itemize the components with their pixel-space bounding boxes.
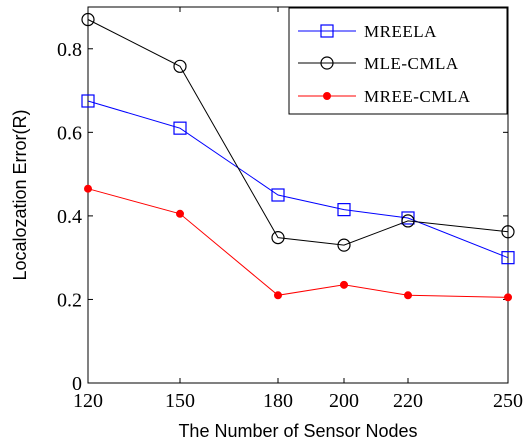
x-axis-label: The Number of Sensor Nodes [178, 421, 417, 441]
x-tick-label: 250 [493, 390, 523, 412]
series-line-mle-cmla [87, 19, 509, 246]
y-tick-label: 0.4 [57, 206, 82, 228]
data-point-mree-cmla [404, 291, 412, 300]
x-tick-label: 220 [393, 390, 423, 412]
legend-label: MLE-CMLA [364, 54, 459, 73]
data-point-mreela [173, 121, 187, 135]
data-point-mreela [271, 188, 285, 202]
legend: MREELA MLE-CMLA MREE-CMLA [288, 7, 508, 115]
legend-marker [320, 56, 334, 70]
data-point-mle-cmla [173, 59, 187, 73]
y-axis-label: Localozation Error(R) [10, 109, 30, 280]
data-point-mreela [337, 203, 351, 217]
legend-label: MREE-CMLA [364, 87, 471, 106]
x-tick-label: 120 [73, 390, 103, 412]
series-line-mreela [87, 100, 509, 259]
data-point-mle-cmla [401, 214, 415, 228]
legend-marker [320, 24, 334, 38]
x-tick-label: 200 [329, 390, 359, 412]
data-point-mree-cmla [340, 280, 348, 289]
y-tick-label: 0.2 [57, 289, 82, 311]
x-tick-label: 150 [165, 390, 195, 412]
data-point-mreela [401, 211, 415, 225]
data-point-mreela [501, 251, 515, 265]
data-point-mle-cmla [81, 12, 95, 27]
data-point-mree-cmla [176, 209, 184, 218]
data-point-mle-cmla [501, 225, 515, 239]
data-point-mle-cmla [337, 238, 351, 252]
data-point-mree-cmla [274, 291, 282, 300]
data-point-mle-cmla [271, 231, 285, 245]
legend-label: MREELA [364, 22, 437, 41]
y-tick-label: 0 [72, 373, 82, 395]
data-point-mree-cmla [84, 184, 92, 193]
series-lines [87, 19, 509, 298]
x-tick-label: 180 [263, 390, 293, 412]
series-markers [81, 12, 515, 302]
legend-marker [323, 92, 331, 100]
data-point-mree-cmla [504, 293, 512, 302]
y-tick-label: 0.6 [57, 122, 82, 144]
series-line-mree-cmla [87, 188, 509, 298]
axis-ticks: 120 150 180 200 220 250 0 0.2 0.4 0.6 0.8 [57, 7, 523, 412]
y-tick-label: 0.8 [57, 39, 82, 61]
data-point-mreela [81, 94, 95, 108]
